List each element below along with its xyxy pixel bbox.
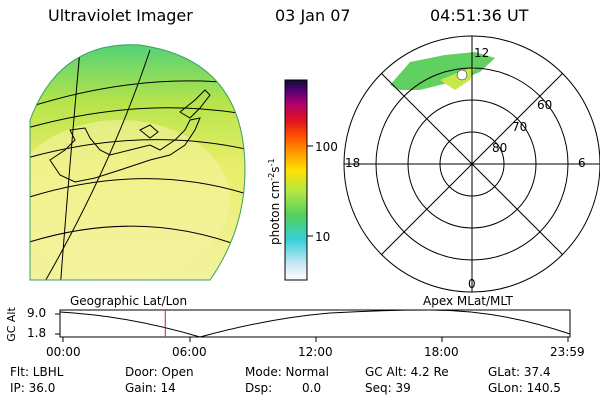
alt-xtick-2359: 23:59 <box>550 345 585 359</box>
status-ip: IP: 36.0 <box>10 381 56 395</box>
mlt-label-12: 12 <box>474 46 490 60</box>
status-glat: GLat: 37.4 <box>488 365 551 379</box>
alt-ytick-9: 9.0 <box>27 306 47 320</box>
alt-geographic-label: Geographic Lat/Lon <box>70 294 188 308</box>
status-flt: Flt: LBHL <box>10 365 64 379</box>
colorbar <box>284 79 313 281</box>
status-gc-alt: GC Alt: 4.2 Re <box>365 365 449 379</box>
alt-xtick-0600: 06:00 <box>172 345 207 359</box>
colorbar-tick-100: 100 <box>315 140 338 154</box>
mlt-label-6: 6 <box>578 156 586 170</box>
alt-apex-label: Apex MLat/MLT <box>423 294 513 308</box>
status-door: Door: Open <box>125 365 194 379</box>
alt-xtick-0000: 00:00 <box>46 345 81 359</box>
alt-ytick-1-8: 1.8 <box>27 326 47 340</box>
mlt-label-0: 0 <box>468 277 476 291</box>
mlt-label-18: 18 <box>345 156 361 170</box>
alt-xtick-1800: 18:00 <box>424 345 459 359</box>
status-gain: Gain: 14 <box>125 381 176 395</box>
status-seq: Seq: 39 <box>365 381 411 395</box>
altitude-plot <box>55 309 571 342</box>
polar-plot <box>343 35 600 293</box>
status-dsp-label: Dsp: <box>245 381 273 395</box>
observation-time: 04:51:36 UT <box>430 6 529 25</box>
status-dsp-value: 0.0 <box>302 381 322 395</box>
uv-globe-image <box>29 44 246 281</box>
status-mode: Mode: Normal <box>245 365 329 379</box>
alt-xtick-1200: 12:00 <box>298 345 333 359</box>
colorbar-tick-10: 10 <box>315 230 331 244</box>
instrument-title: Ultraviolet Imager <box>48 6 193 25</box>
alt-ylabel: GC Alt <box>4 307 18 342</box>
status-glon: GLon: 140.5 <box>488 381 561 395</box>
observation-date: 03 Jan 07 <box>275 6 351 25</box>
lat-label-60: 60 <box>537 98 553 112</box>
lat-label-80: 80 <box>492 141 508 155</box>
lat-label-70: 70 <box>512 120 528 134</box>
